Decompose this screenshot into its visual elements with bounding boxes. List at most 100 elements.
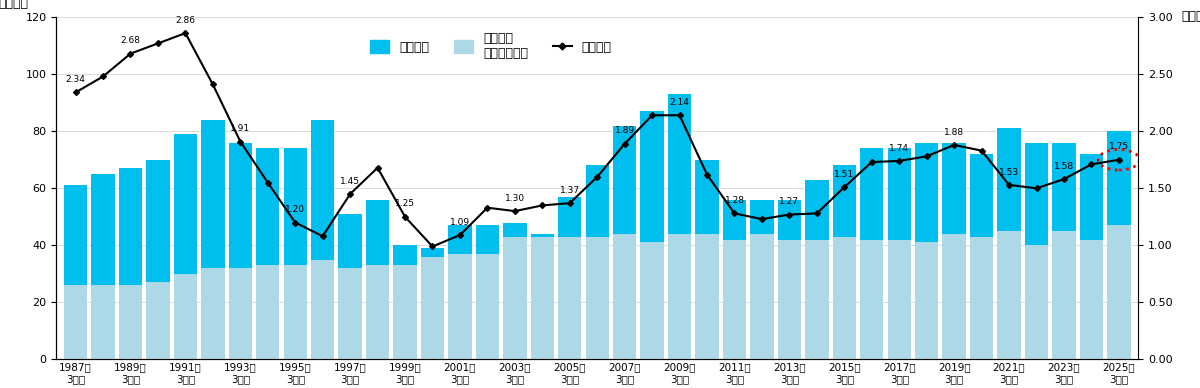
Text: 2.34: 2.34 bbox=[66, 75, 85, 84]
Bar bbox=[146, 160, 169, 359]
Bar bbox=[668, 94, 691, 359]
Bar bbox=[256, 148, 280, 359]
Bar bbox=[146, 282, 169, 359]
Bar bbox=[174, 134, 197, 359]
Bar bbox=[256, 265, 280, 359]
Bar bbox=[229, 268, 252, 359]
Bar bbox=[475, 254, 499, 359]
Bar bbox=[942, 234, 966, 359]
Bar bbox=[530, 237, 554, 359]
Bar bbox=[64, 185, 88, 359]
Bar bbox=[366, 265, 389, 359]
Bar bbox=[997, 231, 1021, 359]
Bar bbox=[503, 237, 527, 359]
Bar bbox=[641, 242, 664, 359]
Bar bbox=[778, 200, 802, 359]
Bar bbox=[530, 234, 554, 359]
Bar bbox=[970, 154, 994, 359]
Text: 1.28: 1.28 bbox=[725, 196, 744, 205]
Text: 2.86: 2.86 bbox=[175, 16, 196, 25]
Bar bbox=[942, 143, 966, 359]
Bar bbox=[1108, 131, 1130, 359]
Bar bbox=[558, 197, 582, 359]
Bar bbox=[641, 111, 664, 359]
Text: 1.53: 1.53 bbox=[998, 168, 1019, 177]
Bar bbox=[586, 237, 608, 359]
Bar bbox=[613, 126, 636, 359]
Bar bbox=[1025, 245, 1048, 359]
Bar bbox=[888, 240, 911, 359]
Text: 1.30: 1.30 bbox=[505, 194, 524, 203]
Bar bbox=[558, 237, 582, 359]
Bar bbox=[394, 245, 416, 359]
Bar bbox=[1025, 143, 1048, 359]
Bar bbox=[283, 265, 307, 359]
Text: 1.88: 1.88 bbox=[944, 128, 964, 137]
Y-axis label: （万人）: （万人） bbox=[0, 0, 28, 10]
Bar bbox=[1052, 143, 1075, 359]
Text: 1.45: 1.45 bbox=[340, 177, 360, 186]
Bar bbox=[283, 148, 307, 359]
Bar bbox=[229, 143, 252, 359]
Text: 1.37: 1.37 bbox=[559, 186, 580, 195]
Bar bbox=[311, 120, 335, 359]
Bar bbox=[778, 240, 802, 359]
Bar bbox=[833, 237, 856, 359]
Bar bbox=[613, 234, 636, 359]
Text: 1.75: 1.75 bbox=[1109, 142, 1129, 151]
Bar bbox=[1052, 231, 1075, 359]
Text: 1.91: 1.91 bbox=[230, 124, 251, 133]
Bar bbox=[722, 200, 746, 359]
Bar bbox=[750, 200, 774, 359]
Bar bbox=[503, 223, 527, 359]
Bar bbox=[64, 285, 88, 359]
Bar bbox=[119, 285, 142, 359]
Text: 1.74: 1.74 bbox=[889, 144, 910, 152]
Bar bbox=[997, 128, 1021, 359]
Bar bbox=[421, 257, 444, 359]
Bar bbox=[338, 214, 362, 359]
Bar bbox=[366, 200, 389, 359]
Text: 1.20: 1.20 bbox=[286, 205, 305, 214]
Text: 1.27: 1.27 bbox=[780, 197, 799, 206]
Bar bbox=[1108, 225, 1130, 359]
Text: 1.25: 1.25 bbox=[395, 199, 415, 208]
Text: 1.09: 1.09 bbox=[450, 218, 470, 227]
Bar bbox=[1080, 154, 1103, 359]
Text: 2.68: 2.68 bbox=[120, 36, 140, 45]
Bar bbox=[860, 240, 883, 359]
Bar bbox=[586, 165, 608, 359]
Bar bbox=[750, 234, 774, 359]
Bar bbox=[174, 274, 197, 359]
Bar bbox=[970, 237, 994, 359]
Bar bbox=[860, 148, 883, 359]
Bar bbox=[722, 240, 746, 359]
Bar bbox=[91, 285, 115, 359]
Bar bbox=[475, 225, 499, 359]
Bar bbox=[421, 248, 444, 359]
Bar bbox=[888, 148, 911, 359]
Bar bbox=[449, 254, 472, 359]
Bar bbox=[916, 143, 938, 359]
Bar bbox=[202, 120, 224, 359]
Text: 1.51: 1.51 bbox=[834, 170, 854, 179]
Bar bbox=[338, 268, 362, 359]
Bar bbox=[311, 260, 335, 359]
Bar bbox=[668, 234, 691, 359]
Y-axis label: （倍）: （倍） bbox=[1181, 10, 1200, 23]
Bar bbox=[119, 168, 142, 359]
Bar bbox=[202, 268, 224, 359]
Bar bbox=[916, 242, 938, 359]
Bar bbox=[449, 225, 472, 359]
Bar bbox=[805, 180, 828, 359]
Bar bbox=[91, 174, 115, 359]
Text: 2.14: 2.14 bbox=[670, 98, 690, 107]
Bar bbox=[695, 160, 719, 359]
Bar bbox=[833, 165, 856, 359]
Legend: 求人総数, 民間企業
就職希望者数, 求人倍率: 求人総数, 民間企業 就職希望者数, 求人倍率 bbox=[366, 27, 617, 65]
Text: 1.58: 1.58 bbox=[1054, 162, 1074, 171]
Bar bbox=[805, 240, 828, 359]
Bar bbox=[1080, 240, 1103, 359]
Text: 1.89: 1.89 bbox=[614, 126, 635, 135]
Bar bbox=[695, 234, 719, 359]
